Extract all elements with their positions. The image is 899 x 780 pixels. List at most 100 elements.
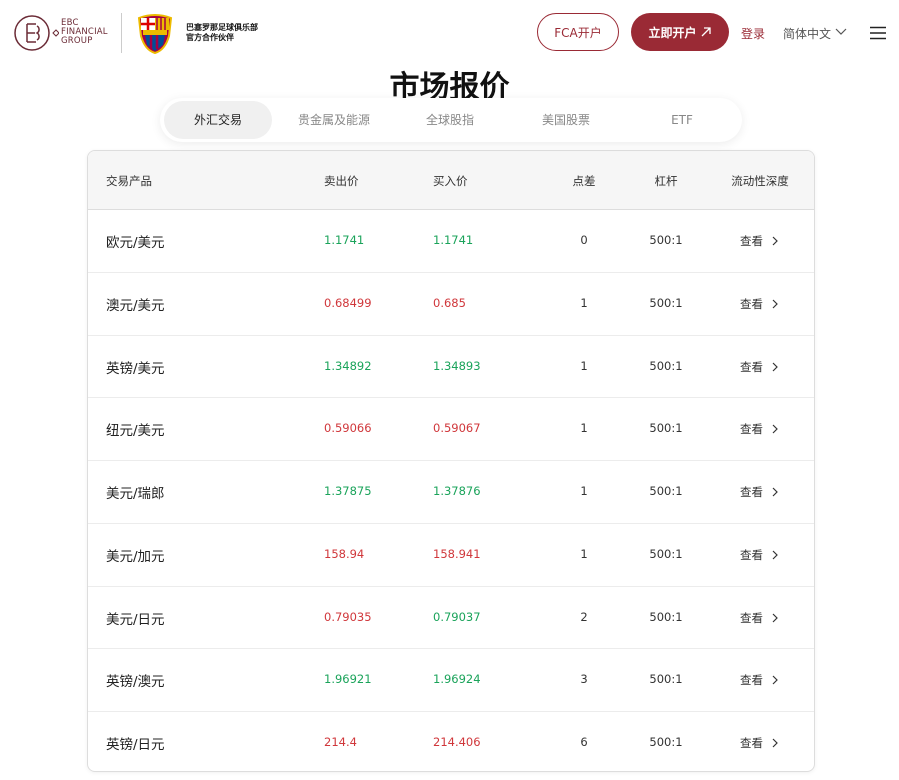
tab[interactable]: 全球股指 bbox=[425, 113, 474, 127]
leverage: 500:1 bbox=[649, 609, 683, 624]
leverage: 500:1 bbox=[649, 484, 683, 498]
sell-price: 214.4 bbox=[324, 735, 357, 749]
table-row: 英镑/美元 1.34892 1.34893 1 500:1 查看 bbox=[88, 335, 814, 399]
buy-price: 0.685 bbox=[433, 295, 466, 310]
buy-price: 1.37876 bbox=[433, 484, 481, 498]
depth-label[interactable]: 查看 bbox=[740, 485, 763, 499]
tab[interactable]: ETF bbox=[671, 113, 693, 127]
depth-link[interactable]: 查看 bbox=[740, 421, 779, 437]
logo-text: GROUP bbox=[61, 36, 93, 46]
tab-bar: 外汇交易 贵金属及能源 全球股指 美国股票 ETF bbox=[160, 98, 742, 142]
divider bbox=[121, 13, 122, 53]
depth-link[interactable]: 查看 bbox=[740, 359, 779, 375]
partner-text: 巴塞罗那足球俱乐部 bbox=[186, 23, 258, 32]
spread: 1 bbox=[580, 358, 588, 373]
sell-price: 0.59066 bbox=[324, 421, 372, 436]
product-name: 美元/加元 bbox=[106, 548, 165, 565]
fca-button[interactable]: FCA开户 bbox=[537, 13, 619, 51]
buy-price: 214.406 bbox=[433, 735, 481, 749]
fca-button-label[interactable]: FCA开户 bbox=[554, 25, 602, 40]
tab[interactable]: 贵金属及能源 bbox=[297, 113, 370, 127]
fcb-crest bbox=[137, 14, 173, 54]
buy-price: 1.96924 bbox=[433, 672, 481, 687]
depth-link[interactable]: 查看 bbox=[740, 610, 779, 626]
sell-price: 1.37875 bbox=[324, 484, 372, 498]
table-row: 美元/加元 158.94 158.941 1 500:1 查看 bbox=[88, 523, 814, 587]
depth-label[interactable]: 查看 bbox=[740, 296, 763, 311]
product-name: 澳元/美元 bbox=[106, 297, 165, 314]
depth-label[interactable]: 查看 bbox=[740, 673, 763, 688]
product-name: 英镑/美元 bbox=[106, 360, 165, 377]
depth-label[interactable]: 查看 bbox=[740, 359, 763, 374]
depth-label[interactable]: 查看 bbox=[740, 234, 763, 248]
logo-text: FINANCIAL bbox=[61, 27, 108, 37]
chevron-down bbox=[835, 28, 847, 35]
product-name: 美元/日元 bbox=[106, 611, 165, 628]
chevron-right bbox=[772, 675, 778, 685]
leverage: 500:1 bbox=[649, 233, 683, 247]
open-account-label[interactable]: 立即开户 bbox=[648, 25, 697, 40]
chevron-right bbox=[772, 424, 778, 434]
depth-link[interactable]: 查看 bbox=[740, 296, 779, 312]
depth-label[interactable]: 查看 bbox=[740, 422, 763, 437]
column-header: 卖出价 bbox=[324, 174, 359, 188]
table-header: 交易产品 卖出价 买入价 点差 杠杆 流动性深度 bbox=[88, 151, 814, 210]
header: EBC FINANCIAL GROUP 巴塞罗那足球俱乐部 官方合作伙伴 FCA… bbox=[0, 0, 899, 66]
leverage: 500:1 bbox=[649, 735, 683, 749]
arrow-icon bbox=[701, 27, 711, 37]
menu-icon[interactable] bbox=[869, 26, 887, 40]
sell-price: 158.94 bbox=[324, 546, 365, 561]
depth-link[interactable]: 查看 bbox=[740, 547, 779, 563]
table-row: 美元/瑞郎 1.37875 1.37876 1 500:1 查看 bbox=[88, 460, 814, 524]
depth-label[interactable]: 查看 bbox=[740, 547, 763, 562]
login-link[interactable]: 登录 bbox=[741, 27, 766, 41]
depth-link[interactable]: 查看 bbox=[740, 735, 779, 751]
chevron-right bbox=[772, 550, 778, 560]
open-account-button[interactable]: 立即开户 bbox=[631, 13, 729, 51]
depth-label[interactable]: 查看 bbox=[740, 736, 763, 750]
spread: 6 bbox=[580, 735, 588, 749]
leverage: 500:1 bbox=[649, 295, 683, 310]
depth-link[interactable]: 查看 bbox=[740, 233, 779, 249]
leverage: 500:1 bbox=[649, 421, 683, 436]
chevron-right bbox=[772, 738, 778, 748]
table-row: 欧元/美元 1.1741 1.1741 0 500:1 查看 bbox=[88, 209, 814, 273]
spread: 2 bbox=[580, 609, 588, 624]
tab[interactable]: 外汇交易 bbox=[164, 101, 272, 139]
language-select[interactable]: 简体中文 bbox=[783, 27, 832, 41]
sell-price: 1.96921 bbox=[324, 672, 372, 687]
spread: 0 bbox=[580, 233, 588, 247]
product-name: 美元/瑞郎 bbox=[106, 486, 165, 502]
table-row: 纽元/美元 0.59066 0.59067 1 500:1 查看 bbox=[88, 397, 814, 461]
spread: 1 bbox=[580, 421, 588, 436]
spread: 1 bbox=[580, 295, 588, 310]
spread: 1 bbox=[580, 546, 588, 561]
leverage: 500:1 bbox=[649, 672, 683, 687]
column-header: 流动性深度 bbox=[731, 174, 789, 188]
column-header: 交易产品 bbox=[106, 174, 152, 188]
depth-link[interactable]: 查看 bbox=[740, 484, 779, 500]
column-header: 杠杆 bbox=[654, 174, 678, 188]
depth-label[interactable]: 查看 bbox=[740, 610, 763, 625]
leverage: 500:1 bbox=[649, 358, 683, 373]
quote-table: 交易产品 卖出价 买入价 点差 杠杆 流动性深度 欧元/美元 1.1741 1.1741 0 50… bbox=[87, 150, 815, 772]
product-name: 欧元/美元 bbox=[106, 235, 165, 251]
table-row: 美元/日元 0.79035 0.79037 2 500:1 查看 bbox=[88, 586, 814, 650]
ebc-logo-mark bbox=[14, 15, 59, 51]
column-header: 点差 bbox=[572, 174, 596, 188]
buy-price: 0.59067 bbox=[433, 421, 481, 436]
buy-price: 1.34893 bbox=[433, 358, 481, 373]
partner-text: 官方合作伙伴 bbox=[186, 33, 234, 42]
column-header: 买入价 bbox=[433, 174, 468, 188]
sell-price: 0.68499 bbox=[324, 295, 372, 310]
table-row: 英镑/日元 214.4 214.406 6 500:1 查看 bbox=[88, 711, 814, 771]
depth-link[interactable]: 查看 bbox=[740, 672, 779, 688]
buy-price: 1.1741 bbox=[433, 233, 474, 247]
chevron-right bbox=[772, 299, 778, 309]
chevron-right bbox=[772, 487, 778, 497]
product-name: 纽元/美元 bbox=[106, 423, 165, 440]
buy-price: 158.941 bbox=[433, 546, 481, 561]
tab[interactable]: 美国股票 bbox=[541, 113, 590, 127]
sell-price: 1.1741 bbox=[324, 233, 365, 247]
buy-price: 0.79037 bbox=[433, 609, 481, 624]
